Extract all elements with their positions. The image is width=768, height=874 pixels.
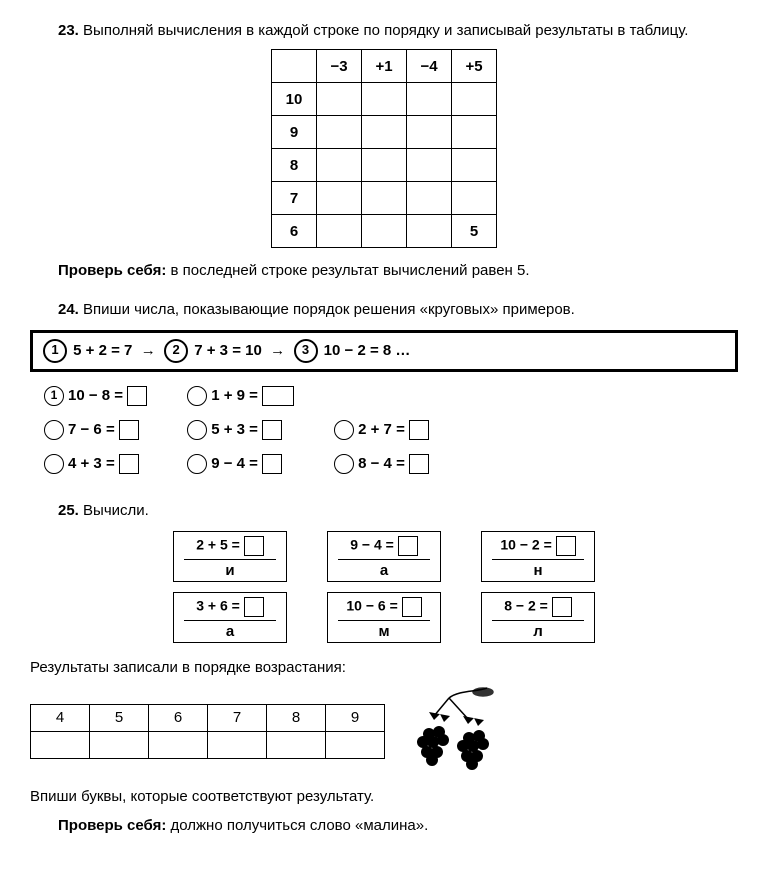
task24-example: 1 5 + 2 = 7 → 2 7 + 3 = 10 → 3 10 − 2 = … <box>30 330 738 372</box>
task25-results-table: 4 5 6 7 8 9 <box>30 704 385 759</box>
task25-row1: 2 + 5 = и 9 − 4 = а 10 − 2 = н <box>30 531 738 582</box>
task23-check: Проверь себя: в последней строке результ… <box>30 260 738 281</box>
task23-table: −3 +1 −4 +5 10 9 8 7 65 <box>271 49 497 248</box>
task25-row2: 3 + 6 = а 10 − 6 = м 8 − 2 = л <box>30 592 738 643</box>
task25-check: Проверь себя: должно получиться слово «м… <box>30 815 738 836</box>
task25-instr: Впиши буквы, которые соответствуют резул… <box>30 786 738 807</box>
task23-prompt: 23. Выполняй вычисления в каждой строке … <box>30 20 738 41</box>
task25-prompt: 25. Вычисли. <box>30 500 738 521</box>
task23-num: 23. <box>58 22 79 39</box>
raspberries-icon <box>399 686 509 776</box>
task24-prompt: 24. Впиши числа, показывающие порядок ре… <box>30 299 738 320</box>
task25-resultline: Результаты записали в порядке возрастани… <box>30 657 738 678</box>
task24-equations: 110 − 8 = 7 − 6 = 4 + 3 = 1 + 9 = 5 + 3 … <box>44 386 738 480</box>
